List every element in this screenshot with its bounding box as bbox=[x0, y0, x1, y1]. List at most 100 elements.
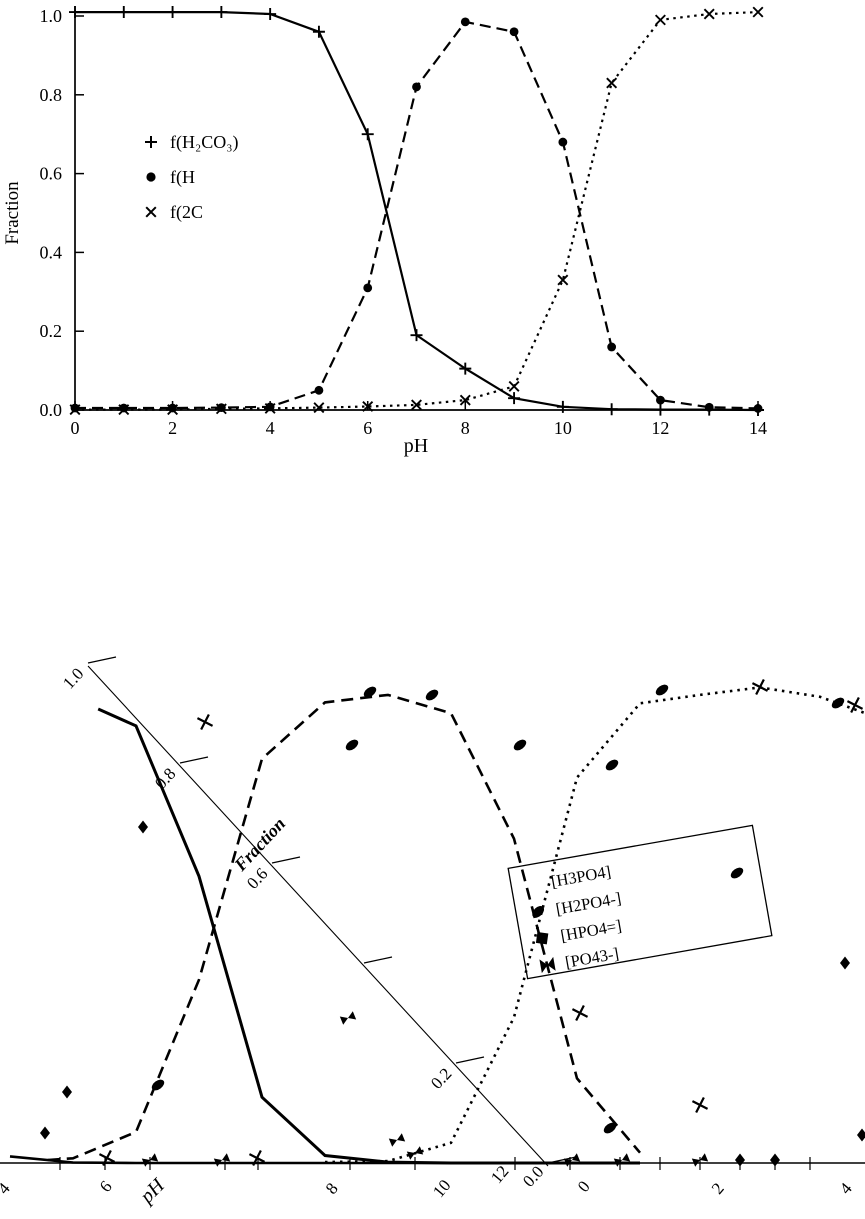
x-tick-label: 6 bbox=[363, 418, 372, 438]
y-tick-label: 0.2 bbox=[427, 1064, 455, 1092]
ellipse-marker bbox=[363, 686, 377, 698]
x-tick-label: 10 bbox=[554, 418, 572, 438]
y-tick-label: 0.8 bbox=[40, 85, 63, 105]
x-marker bbox=[69, 404, 81, 416]
plus-marker bbox=[654, 403, 667, 416]
x-marker-icon bbox=[145, 206, 157, 218]
carbonate-chart-plot: 0.0 0.2 0.4 0.6 0.8 1.0 0 2 4 6 8 10 12 14 bbox=[40, 6, 768, 438]
x-marker bbox=[654, 14, 666, 26]
x-tick-label: 8 bbox=[461, 418, 470, 438]
plus-marker bbox=[605, 403, 618, 416]
phosphate-series-line bbox=[97, 707, 640, 1165]
circle-marker bbox=[265, 402, 275, 412]
plus-marker-icon bbox=[145, 136, 157, 148]
x-marker bbox=[98, 1149, 116, 1167]
x-series-line bbox=[75, 11, 759, 411]
top-x-axis-title: pH bbox=[404, 435, 428, 457]
legend-box bbox=[507, 824, 773, 980]
circle-marker bbox=[119, 403, 129, 413]
x-tick-label: 0 bbox=[71, 418, 80, 438]
ellipse-marker bbox=[603, 1122, 617, 1134]
circle-marker bbox=[70, 403, 80, 413]
circle-marker bbox=[460, 17, 470, 27]
circle-marker bbox=[314, 385, 324, 395]
circle-marker bbox=[509, 27, 519, 37]
phosphate-chart: 1.0 0.8 0.6 0.2 0.0 Fraction pH 4 6 8 10… bbox=[0, 664, 856, 1209]
bowtie-marker bbox=[406, 1146, 424, 1160]
plus-marker bbox=[556, 400, 569, 413]
x-marker bbox=[571, 1004, 589, 1022]
y-tick-label: 0.6 bbox=[40, 164, 63, 184]
ellipse-marker bbox=[513, 739, 527, 751]
phosphate-series-line bbox=[47, 693, 641, 1162]
diamond-marker bbox=[770, 1153, 780, 1167]
plus-marker bbox=[166, 6, 179, 19]
plus-marker bbox=[117, 6, 130, 19]
x-tick-label: 4 bbox=[836, 1179, 856, 1198]
ellipse-marker bbox=[345, 739, 359, 751]
ellipse-marker bbox=[151, 1079, 165, 1091]
x-tick-label: 10 bbox=[429, 1176, 454, 1201]
plus-marker bbox=[264, 8, 277, 21]
phosphate-series-line bbox=[324, 686, 865, 1164]
legend-label-h2co3: f(H₂CO₃) bbox=[170, 132, 239, 153]
x-tick-label: 4 bbox=[266, 418, 275, 438]
bowtie-marker bbox=[339, 1011, 357, 1025]
y-tick bbox=[363, 956, 393, 964]
bottom-x-axis-title: pH bbox=[135, 1174, 170, 1209]
x-marker bbox=[167, 404, 179, 416]
diamond-marker bbox=[62, 1085, 72, 1099]
x-marker bbox=[362, 400, 374, 412]
bowtie-marker bbox=[613, 1153, 631, 1167]
top-legend: f(H₂CO₃) f(H f(2C bbox=[145, 132, 239, 223]
y-tick-label: 0.0 bbox=[519, 1162, 547, 1190]
plus-marker bbox=[215, 6, 228, 19]
y-tick bbox=[271, 856, 301, 864]
bowtie-marker bbox=[388, 1133, 406, 1147]
top-y-axis-title: Fraction bbox=[2, 181, 23, 245]
diamond-marker bbox=[840, 956, 850, 970]
x-marker bbox=[248, 1149, 266, 1167]
y-tick bbox=[455, 1056, 485, 1064]
x-marker bbox=[459, 394, 471, 406]
x-marker bbox=[846, 696, 864, 714]
legend-label-co3: f(2C bbox=[170, 202, 203, 223]
plus-marker bbox=[361, 128, 374, 141]
x-tick-label: 4 bbox=[0, 1179, 14, 1198]
ellipse-marker bbox=[425, 689, 439, 701]
x-marker bbox=[215, 403, 227, 415]
circle-marker bbox=[412, 82, 421, 92]
x-tick-label: 12 bbox=[651, 418, 669, 438]
x-tick-label: 12 bbox=[487, 1162, 512, 1187]
carbonate-chart: pH Fraction f(H₂CO₃) f(H f(2C bbox=[2, 132, 428, 457]
diamond-marker bbox=[857, 1128, 865, 1142]
circle-marker bbox=[607, 342, 617, 352]
bowtie-marker bbox=[691, 1153, 709, 1167]
x-marker bbox=[313, 402, 325, 414]
circle-marker bbox=[753, 404, 763, 413]
circle-marker bbox=[168, 403, 177, 413]
ellipse-marker bbox=[730, 867, 744, 879]
x-marker bbox=[751, 678, 769, 696]
ellipse-marker bbox=[605, 759, 619, 771]
plus-marker bbox=[508, 392, 521, 405]
y-tick-label: 0.2 bbox=[40, 321, 63, 341]
circle-marker bbox=[363, 283, 373, 293]
plus-marker bbox=[410, 329, 423, 342]
x-tick-label: 6 bbox=[96, 1177, 116, 1196]
plus-marker bbox=[312, 25, 325, 38]
x-marker bbox=[557, 274, 569, 286]
x-tick-label: 0 bbox=[574, 1177, 594, 1196]
y-axis-line bbox=[87, 665, 549, 1167]
ellipse-marker bbox=[655, 684, 669, 696]
x-marker bbox=[264, 402, 276, 414]
diamond-marker bbox=[138, 820, 148, 834]
phosphate-chart-plot bbox=[0, 656, 865, 1170]
bowtie-marker bbox=[141, 1153, 159, 1167]
x-marker bbox=[118, 404, 130, 416]
x-marker bbox=[752, 6, 764, 18]
y-tick-label: 0.0 bbox=[40, 400, 63, 420]
bowtie-marker bbox=[213, 1153, 231, 1167]
x-marker bbox=[196, 713, 214, 731]
